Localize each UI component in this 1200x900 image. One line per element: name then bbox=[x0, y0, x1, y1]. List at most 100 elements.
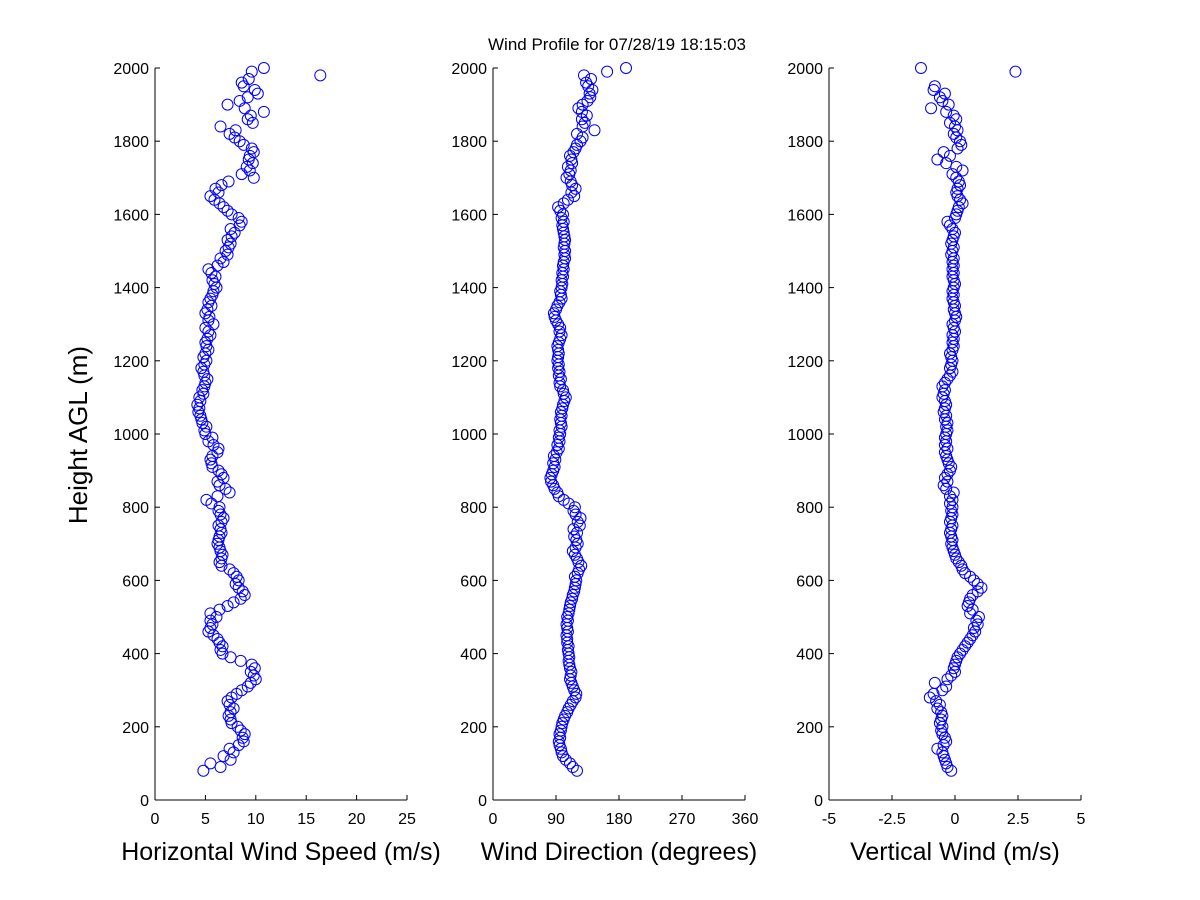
data-point bbox=[245, 658, 258, 671]
data-point bbox=[547, 307, 560, 320]
data-point bbox=[936, 94, 949, 107]
data-point bbox=[555, 746, 568, 759]
data-point bbox=[236, 585, 249, 598]
data-point bbox=[240, 160, 253, 173]
data-point bbox=[975, 581, 988, 594]
data-point bbox=[582, 80, 595, 93]
x-tick-label: 0 bbox=[151, 811, 160, 828]
data-point bbox=[568, 570, 581, 583]
x-tick-label: 20 bbox=[348, 811, 366, 828]
y-tick-label: 1600 bbox=[113, 207, 149, 224]
data-point bbox=[583, 87, 596, 100]
data-point bbox=[213, 603, 226, 616]
data-point bbox=[231, 720, 244, 733]
data-point bbox=[211, 632, 224, 645]
data-point bbox=[567, 146, 580, 159]
data-point bbox=[554, 204, 567, 217]
y-tick-label: 1000 bbox=[451, 427, 487, 444]
data-point bbox=[933, 698, 946, 711]
data-point bbox=[570, 534, 583, 547]
data-point bbox=[925, 102, 938, 115]
data-point bbox=[937, 146, 950, 159]
y-tick-label: 0 bbox=[814, 793, 823, 810]
data-point bbox=[244, 665, 257, 678]
x-axis-label: Wind Direction (degrees) bbox=[481, 838, 758, 866]
x-tick-label: -2.5 bbox=[878, 811, 906, 828]
data-point bbox=[223, 486, 236, 499]
data-point bbox=[943, 347, 956, 360]
data-point bbox=[235, 684, 248, 697]
data-point bbox=[197, 764, 210, 777]
data-point bbox=[601, 65, 614, 78]
data-point bbox=[943, 116, 956, 129]
data-point bbox=[947, 486, 960, 499]
data-point bbox=[569, 508, 582, 521]
data-point bbox=[588, 124, 601, 137]
data-point bbox=[972, 611, 985, 623]
data-point bbox=[943, 149, 956, 162]
chart-panel-1: 0 200 400 600 800 1000 1200 1400 1600 1800 2000 0 5 1… bbox=[113, 61, 440, 866]
data-point bbox=[578, 116, 591, 129]
data-point bbox=[221, 600, 234, 613]
x-tick-label: 0 bbox=[489, 811, 498, 828]
data-point bbox=[566, 761, 579, 774]
data-point bbox=[946, 318, 959, 331]
y-tick-label: 1000 bbox=[113, 427, 149, 444]
y-tick-label: 600 bbox=[122, 573, 149, 590]
data-point bbox=[940, 157, 953, 170]
chart-panel-3: 0 200 400 600 800 1000 1200 1400 1600 1800 2000 -5 -… bbox=[787, 61, 1085, 866]
data-point bbox=[940, 105, 953, 118]
y-tick-label: 2000 bbox=[113, 61, 149, 78]
data-point bbox=[971, 585, 984, 598]
y-tick-label: 1000 bbox=[787, 427, 823, 444]
data-point bbox=[556, 402, 569, 415]
y-tick-label: 400 bbox=[796, 647, 823, 664]
data-point bbox=[569, 691, 582, 704]
y-tick-label: 1400 bbox=[451, 281, 487, 298]
data-point bbox=[945, 669, 958, 682]
data-point bbox=[559, 391, 572, 404]
data-point bbox=[224, 651, 237, 664]
x-tick-label: 10 bbox=[247, 811, 265, 828]
data-point bbox=[938, 731, 951, 744]
data-point bbox=[224, 706, 237, 719]
data-point bbox=[959, 567, 972, 580]
data-point bbox=[550, 446, 563, 459]
data-point bbox=[227, 596, 240, 609]
data-point bbox=[227, 567, 240, 580]
data-point bbox=[232, 212, 245, 225]
data-point bbox=[938, 384, 951, 397]
figure-title: Wind Profile for 07/28/19 18:15:03 bbox=[488, 35, 746, 54]
data-point bbox=[923, 691, 936, 704]
data-point bbox=[567, 523, 580, 536]
y-tick-label: 600 bbox=[460, 573, 487, 590]
data-point bbox=[564, 757, 576, 770]
data-point bbox=[251, 87, 264, 100]
data-point bbox=[245, 142, 258, 155]
data-point bbox=[233, 94, 246, 107]
data-point bbox=[946, 493, 959, 506]
x-tick-label: 270 bbox=[669, 811, 696, 828]
data-point bbox=[214, 120, 227, 133]
data-point bbox=[245, 65, 258, 78]
y-tick-label: 1200 bbox=[451, 354, 487, 371]
y-tick-label: 1200 bbox=[787, 354, 823, 371]
data-point bbox=[940, 680, 953, 693]
data-point bbox=[573, 519, 586, 532]
data-point bbox=[551, 486, 564, 499]
data-point bbox=[557, 197, 570, 210]
y-tick-label: 800 bbox=[460, 500, 487, 517]
data-point bbox=[952, 175, 965, 188]
data-point bbox=[938, 87, 951, 100]
data-point bbox=[954, 135, 967, 148]
data-point bbox=[935, 706, 948, 719]
data-point bbox=[574, 135, 587, 148]
y-tick-label: 2000 bbox=[787, 61, 823, 78]
data-point bbox=[241, 680, 254, 693]
data-point bbox=[221, 204, 234, 217]
data-point bbox=[930, 695, 943, 708]
data-point bbox=[941, 215, 954, 228]
data-point bbox=[945, 460, 958, 473]
data-point bbox=[238, 728, 251, 741]
